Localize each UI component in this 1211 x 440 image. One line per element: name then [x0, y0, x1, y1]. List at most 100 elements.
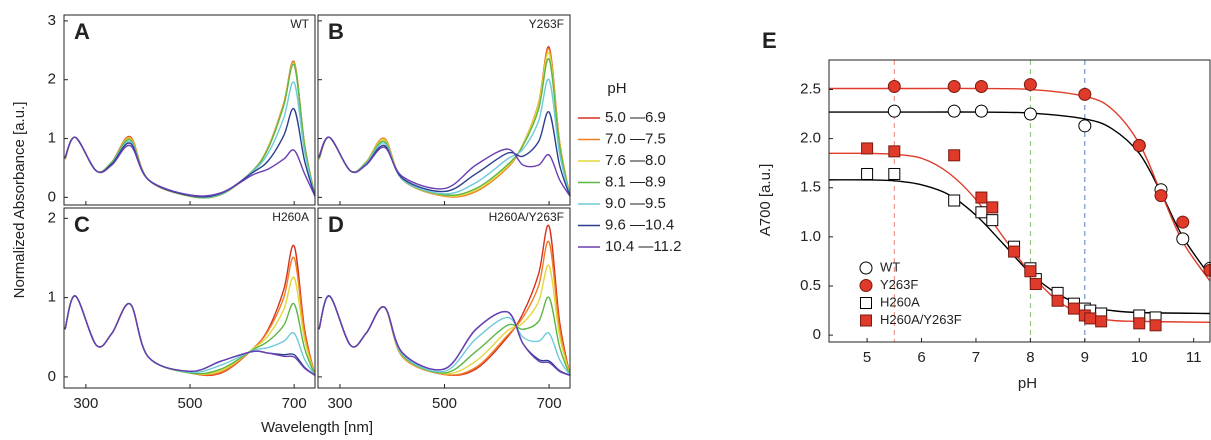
x-tick-label: 11: [1186, 349, 1202, 366]
data-point: [1154, 189, 1168, 203]
data-point: [1051, 294, 1064, 307]
y-tick-label: 3: [48, 12, 56, 29]
legend-label: 5.0 —6.9: [605, 109, 666, 126]
data-point: [975, 191, 988, 204]
legend-label: 8.1 —8.9: [605, 173, 666, 190]
data-point: [1084, 312, 1097, 325]
legend-label: H260A: [880, 294, 920, 309]
x-tick-label: 10: [1131, 349, 1148, 366]
x-tick-label: 7: [972, 349, 980, 366]
y-tick-label: 2: [48, 209, 56, 226]
legend-title: pH: [607, 80, 626, 97]
y-tick-label: 0: [48, 188, 56, 205]
plot-frame: [828, 59, 1211, 343]
y-tick-label: 1: [48, 289, 56, 306]
panel-label: D: [328, 212, 344, 237]
x-tick-label: 9: [1081, 349, 1089, 366]
data-point: [975, 206, 988, 219]
panel-title: Y263F: [529, 17, 564, 31]
data-point: [1095, 315, 1108, 328]
data-point: [1023, 107, 1037, 121]
legend-label: 9.6 —10.4: [605, 216, 674, 233]
data-point: [947, 80, 961, 94]
data-point: [1078, 119, 1092, 133]
plot-frame: [63, 14, 316, 206]
data-point: [1078, 87, 1092, 101]
spectrum-line: [318, 264, 571, 376]
plot-frame: [317, 14, 571, 206]
x-tick-label: 500: [432, 395, 457, 412]
legend-marker: [860, 297, 872, 309]
spectrum-line: [64, 60, 316, 199]
x-tick-label: 700: [537, 395, 562, 412]
data-point: [1133, 317, 1146, 330]
panel-label: A: [74, 19, 90, 44]
data-point: [1023, 78, 1037, 92]
y-tick-label: 0: [48, 368, 56, 385]
spectrum-line: [318, 295, 571, 376]
spectrum-line: [64, 136, 316, 197]
y-tick-label: 2.0: [800, 130, 821, 147]
spectrum-line: [64, 295, 316, 376]
spectrum-line: [318, 295, 571, 376]
y-tick-label: 0: [813, 326, 821, 343]
y-axis-label: A700 [a.u.]: [757, 164, 774, 237]
legend-label: WT: [880, 259, 900, 274]
data-point: [1029, 278, 1042, 291]
panel-label: C: [74, 212, 90, 237]
data-point: [1067, 302, 1080, 315]
panel-title: H260A: [272, 210, 309, 224]
data-point: [948, 149, 961, 162]
x-tick-label: 5: [863, 349, 871, 366]
legend-marker: [859, 261, 873, 275]
legend-label: 10.4 —11.2: [605, 238, 681, 255]
data-point: [1008, 245, 1021, 258]
data-point: [1024, 265, 1037, 278]
legend-label: 7.6 —8.0: [605, 152, 666, 169]
fit-line: [829, 87, 1211, 282]
spectrum-line: [64, 62, 316, 199]
x-tick-label: 300: [327, 395, 352, 412]
spectrum-line: [318, 52, 571, 197]
spectrum-line: [318, 78, 571, 197]
x-tick-label: 8: [1026, 349, 1034, 366]
legend-label: H260A/Y263F: [880, 312, 962, 327]
y-tick-label: 1: [48, 129, 56, 146]
x-tick-label: 500: [178, 395, 203, 412]
x-tick-label: 6: [917, 349, 925, 366]
spectrum-line: [64, 276, 316, 376]
legend-label: 7.0 —7.5: [605, 130, 666, 147]
y-tick-label: 1.5: [800, 179, 821, 196]
data-point: [1176, 215, 1190, 229]
legend-marker: [860, 314, 872, 327]
data-point: [1176, 232, 1190, 246]
x-tick-label: 300: [73, 395, 98, 412]
data-point: [861, 167, 874, 180]
plot-frame: [317, 207, 571, 389]
spectrum-line: [64, 244, 316, 377]
data-point: [888, 145, 901, 158]
y-tick-label: 2: [48, 71, 56, 88]
data-point: [974, 104, 988, 118]
legend-label: Y263F: [880, 277, 918, 292]
spectrum-line: [318, 136, 571, 197]
data-point: [861, 142, 874, 155]
spectrum-line: [318, 295, 571, 376]
data-point: [1149, 319, 1162, 332]
data-point: [1132, 138, 1146, 152]
data-point: [986, 201, 999, 214]
y-tick-label: 1.0: [800, 228, 821, 245]
plot-frame: [63, 207, 316, 389]
data-point: [948, 194, 961, 207]
panel-title: WT: [290, 17, 309, 31]
panel-label: E: [762, 28, 777, 53]
data-point: [887, 80, 901, 94]
data-point: [947, 104, 961, 118]
data-point: [887, 104, 901, 118]
legend-label: 9.0 —9.5: [605, 195, 666, 212]
x-axis-label: pH: [1018, 375, 1037, 392]
spectrum-line: [64, 81, 316, 198]
x-axis-label: Wavelength [nm]: [261, 419, 373, 436]
plot-area: [829, 60, 1211, 342]
